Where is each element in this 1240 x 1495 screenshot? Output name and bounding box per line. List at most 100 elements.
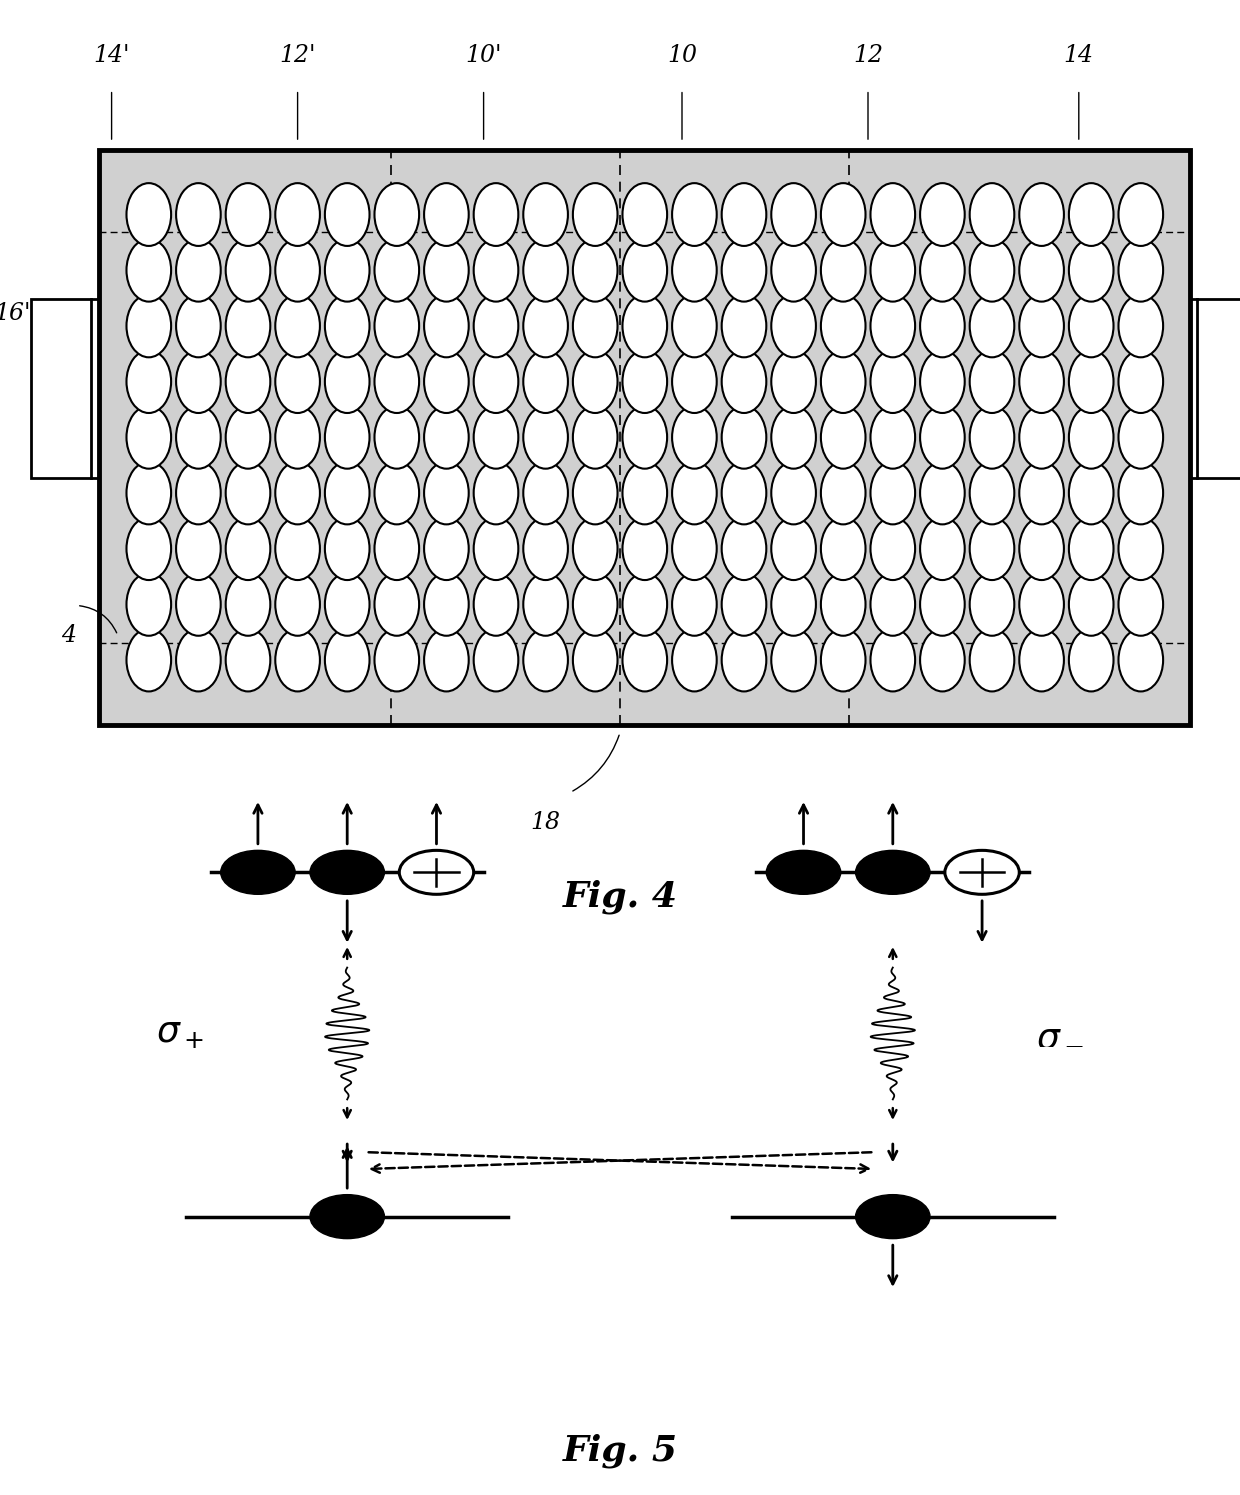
Ellipse shape — [325, 405, 370, 469]
Text: 16: 16 — [1213, 302, 1240, 326]
Circle shape — [945, 851, 1019, 894]
Ellipse shape — [1019, 517, 1064, 580]
Ellipse shape — [1118, 295, 1163, 357]
Ellipse shape — [1118, 629, 1163, 691]
Ellipse shape — [523, 517, 568, 580]
Ellipse shape — [771, 239, 816, 302]
Text: 10': 10' — [465, 45, 502, 67]
Ellipse shape — [821, 350, 866, 413]
Ellipse shape — [870, 629, 915, 691]
Ellipse shape — [325, 517, 370, 580]
Ellipse shape — [1019, 462, 1064, 525]
Ellipse shape — [622, 517, 667, 580]
Ellipse shape — [374, 629, 419, 691]
Text: Fig. 4: Fig. 4 — [563, 879, 677, 915]
Ellipse shape — [622, 295, 667, 357]
Ellipse shape — [474, 295, 518, 357]
Ellipse shape — [474, 184, 518, 247]
Ellipse shape — [424, 517, 469, 580]
Circle shape — [310, 851, 384, 894]
Ellipse shape — [176, 350, 221, 413]
Ellipse shape — [424, 405, 469, 469]
Ellipse shape — [771, 350, 816, 413]
Ellipse shape — [821, 517, 866, 580]
Ellipse shape — [1069, 295, 1114, 357]
Ellipse shape — [424, 239, 469, 302]
Ellipse shape — [622, 405, 667, 469]
Ellipse shape — [226, 629, 270, 691]
Ellipse shape — [821, 295, 866, 357]
Ellipse shape — [920, 405, 965, 469]
Ellipse shape — [474, 405, 518, 469]
Ellipse shape — [474, 239, 518, 302]
Ellipse shape — [920, 184, 965, 247]
Bar — [1197, 299, 1240, 478]
Ellipse shape — [275, 350, 320, 413]
Ellipse shape — [672, 184, 717, 247]
Ellipse shape — [474, 629, 518, 691]
Ellipse shape — [523, 295, 568, 357]
Ellipse shape — [920, 573, 965, 635]
Text: 10: 10 — [667, 45, 697, 67]
Ellipse shape — [275, 239, 320, 302]
Ellipse shape — [722, 517, 766, 580]
Ellipse shape — [622, 184, 667, 247]
Ellipse shape — [226, 573, 270, 635]
Text: 18: 18 — [531, 810, 560, 834]
Ellipse shape — [771, 405, 816, 469]
Ellipse shape — [771, 295, 816, 357]
Text: $\sigma_-$: $\sigma_-$ — [1037, 1017, 1084, 1051]
Ellipse shape — [870, 405, 915, 469]
Ellipse shape — [573, 573, 618, 635]
Ellipse shape — [176, 629, 221, 691]
Ellipse shape — [1118, 184, 1163, 247]
Ellipse shape — [722, 462, 766, 525]
Ellipse shape — [573, 629, 618, 691]
Circle shape — [766, 851, 841, 894]
Ellipse shape — [970, 462, 1014, 525]
Ellipse shape — [821, 239, 866, 302]
Ellipse shape — [126, 517, 171, 580]
Ellipse shape — [1019, 405, 1064, 469]
Ellipse shape — [1069, 184, 1114, 247]
Ellipse shape — [126, 629, 171, 691]
Ellipse shape — [176, 295, 221, 357]
Ellipse shape — [374, 350, 419, 413]
Ellipse shape — [275, 629, 320, 691]
Ellipse shape — [226, 462, 270, 525]
Ellipse shape — [573, 462, 618, 525]
Ellipse shape — [374, 462, 419, 525]
Ellipse shape — [870, 462, 915, 525]
Ellipse shape — [1019, 184, 1064, 247]
Ellipse shape — [672, 629, 717, 691]
Ellipse shape — [870, 517, 915, 580]
Ellipse shape — [622, 573, 667, 635]
Ellipse shape — [1069, 405, 1114, 469]
Ellipse shape — [1019, 295, 1064, 357]
Ellipse shape — [325, 239, 370, 302]
Ellipse shape — [474, 573, 518, 635]
Ellipse shape — [821, 573, 866, 635]
Text: 14': 14' — [93, 45, 130, 67]
Ellipse shape — [523, 350, 568, 413]
Ellipse shape — [722, 350, 766, 413]
Ellipse shape — [424, 629, 469, 691]
Ellipse shape — [1019, 350, 1064, 413]
Ellipse shape — [275, 517, 320, 580]
Ellipse shape — [523, 629, 568, 691]
Ellipse shape — [275, 462, 320, 525]
Ellipse shape — [1069, 629, 1114, 691]
Ellipse shape — [523, 405, 568, 469]
Ellipse shape — [424, 573, 469, 635]
Ellipse shape — [1118, 405, 1163, 469]
Ellipse shape — [424, 462, 469, 525]
Text: 14: 14 — [1064, 45, 1094, 67]
Ellipse shape — [920, 295, 965, 357]
Ellipse shape — [126, 462, 171, 525]
Ellipse shape — [275, 184, 320, 247]
Ellipse shape — [325, 350, 370, 413]
Ellipse shape — [176, 573, 221, 635]
Ellipse shape — [771, 462, 816, 525]
Ellipse shape — [374, 184, 419, 247]
Ellipse shape — [970, 629, 1014, 691]
